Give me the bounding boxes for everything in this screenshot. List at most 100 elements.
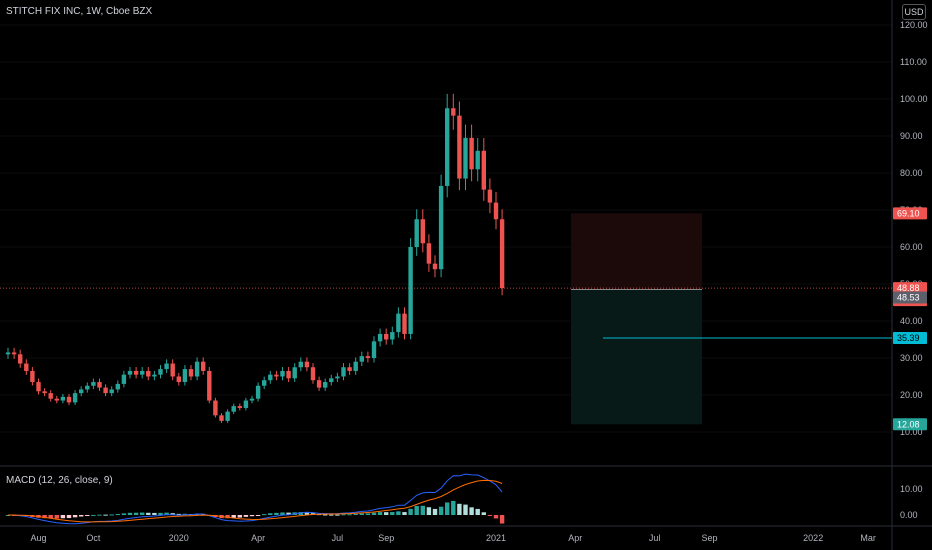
candle-body — [481, 150, 486, 190]
candle-body — [182, 369, 188, 383]
candle-body — [396, 313, 401, 333]
candle-body — [304, 361, 310, 368]
candle-body — [140, 370, 145, 375]
currency-badge[interactable]: USD — [902, 4, 926, 20]
candle-body — [274, 374, 279, 377]
macd-histogram-bar — [359, 513, 364, 515]
candle-body — [133, 370, 139, 375]
candle-body — [255, 385, 261, 399]
risk-zone — [571, 213, 702, 290]
macd-histogram-bar — [91, 514, 96, 516]
macd-histogram-bar — [323, 514, 328, 516]
macd-histogram-bar — [426, 507, 432, 515]
macd-histogram-bar — [237, 515, 242, 518]
macd-histogram-bar — [54, 515, 59, 519]
macd-histogram-bar — [152, 512, 157, 515]
macd-histogram-bar — [140, 512, 145, 515]
candle-body — [420, 219, 425, 244]
candle-body — [316, 380, 322, 388]
candle-body — [402, 313, 407, 334]
macd-histogram-bar — [60, 515, 66, 519]
entry-price-tag: 48.53 — [897, 292, 920, 302]
candle-body — [91, 382, 96, 386]
candle-body — [353, 361, 358, 371]
candle-body — [493, 202, 499, 220]
x-tick-label: Apr — [568, 533, 582, 543]
macd-histogram-bar — [469, 507, 474, 515]
x-tick-label: Jul — [649, 533, 661, 543]
candle-body — [243, 400, 249, 408]
candle-body — [377, 333, 383, 342]
macd-histogram-bar — [390, 512, 395, 515]
x-tick-label: Oct — [86, 533, 101, 543]
x-tick-label: Apr — [251, 533, 265, 543]
candle-body — [390, 332, 395, 340]
candle-body — [158, 369, 163, 375]
candle-body — [249, 398, 255, 401]
candle-body — [103, 387, 108, 394]
candle-body — [30, 370, 35, 383]
candle-body — [469, 137, 474, 170]
candle-body — [54, 398, 59, 401]
y-tick-label: 60.00 — [900, 242, 923, 252]
macd-histogram-bar — [243, 515, 249, 517]
candle-body — [365, 356, 371, 358]
candle-body — [85, 385, 90, 390]
macd-histogram-bar — [115, 514, 120, 516]
target-price-tag: 69.10 — [897, 208, 920, 218]
signal-line — [8, 479, 503, 523]
position-zones — [0, 213, 892, 425]
candle-body — [371, 341, 377, 358]
y-tick-label: 90.00 — [900, 131, 923, 141]
level-price-tag-bg — [893, 332, 927, 345]
candle-body — [426, 243, 432, 264]
candle-body — [451, 108, 456, 116]
macd-histogram-bar — [262, 514, 267, 516]
macd-histogram-bar — [451, 500, 456, 515]
macd-histogram-bar — [432, 508, 438, 515]
macd-histogram-bar — [365, 513, 371, 515]
price-axis[interactable]: 10.0020.0030.0040.0050.0060.0070.0080.00… — [900, 20, 928, 520]
level-price-tag: 35.39 — [897, 333, 920, 343]
candle-body — [286, 370, 291, 379]
macd-histogram-bar — [231, 515, 236, 518]
candle-body — [414, 219, 419, 247]
macd-histogram-bar — [225, 515, 230, 519]
macd-histogram-bar — [121, 513, 127, 515]
candle-body — [188, 369, 194, 377]
macd-histogram-bar — [499, 515, 505, 524]
macd-histogram-bar — [475, 508, 480, 515]
candle-body — [109, 389, 114, 394]
candle-body — [170, 363, 175, 377]
candle-body — [72, 393, 78, 403]
candle-body — [219, 415, 224, 421]
macd-histogram-bar — [420, 505, 425, 515]
macd-histogram-bar — [48, 515, 53, 519]
time-axis[interactable]: Aug Oct 2020 Apr Jul Sep 2021 Apr Jul Sep 2022 Mar — [30, 533, 875, 543]
last-price-tag: 48.88 — [897, 283, 920, 293]
macd-legend[interactable]: MACD (12, 26, close, 9) — [6, 475, 113, 486]
candles — [5, 93, 505, 423]
macd-histogram-bar — [133, 512, 139, 515]
macd-histogram-bar — [103, 514, 108, 516]
macd-histogram-bar — [304, 512, 310, 515]
y-tick-label: 20.00 — [900, 390, 923, 400]
macd-histogram-bar — [396, 511, 401, 515]
candle-body — [146, 370, 151, 377]
macd-histogram-bar — [335, 514, 340, 516]
macd-histogram-bar — [402, 512, 407, 515]
macd-histogram-bar — [176, 513, 181, 515]
macd-histogram-bar — [457, 503, 462, 515]
macd-histogram-bar — [463, 504, 468, 515]
y-tick-label: 120.00 — [900, 20, 928, 30]
candle-body — [475, 150, 480, 170]
candle-body — [323, 382, 328, 388]
macd-histogram-bar — [353, 513, 358, 515]
macd-histogram-bar — [384, 512, 389, 515]
chart-title: STITCH FIX INC, 1W, Cboe BZX — [6, 6, 153, 17]
candle-body — [268, 374, 273, 381]
candle-body — [97, 382, 102, 388]
stop-price-tag-bg — [893, 418, 927, 431]
